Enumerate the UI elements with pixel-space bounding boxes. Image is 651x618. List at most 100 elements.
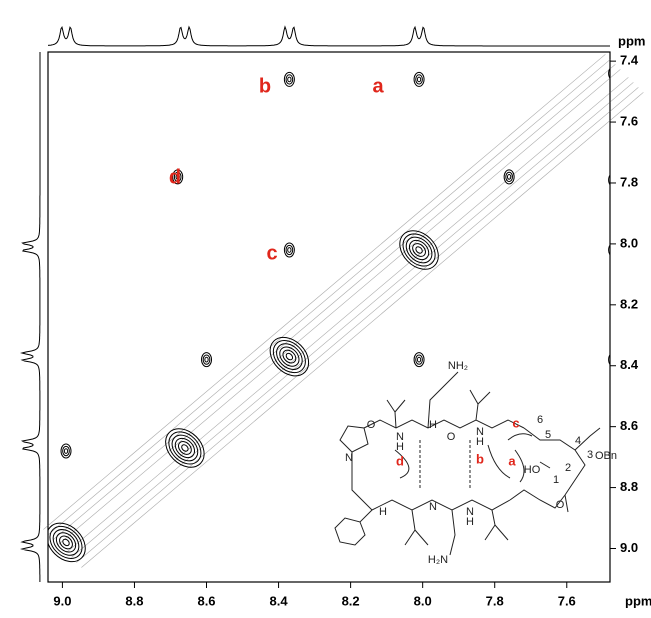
structure-label: N <box>466 506 474 518</box>
cross-peak <box>172 169 184 185</box>
cross-peak <box>165 428 205 468</box>
contour <box>63 448 69 454</box>
contour <box>285 74 294 85</box>
contour <box>272 340 306 374</box>
peaks <box>48 67 615 563</box>
contour <box>399 230 439 270</box>
top-projection <box>47 25 610 47</box>
contour <box>175 174 180 180</box>
structure-label: N <box>429 501 437 513</box>
contour <box>402 233 436 267</box>
structure-label: OBn <box>595 450 617 462</box>
contour <box>171 434 199 462</box>
x-tick-label: 8.6 <box>197 593 215 608</box>
y-tick-label: 7.4 <box>620 53 639 68</box>
y-tick-label: 8.0 <box>620 235 638 250</box>
contour <box>204 356 209 363</box>
x-tick-label: 7.6 <box>558 593 576 608</box>
diagonal-ridge <box>48 59 639 563</box>
structure-label: O <box>367 419 376 431</box>
cross-peak <box>608 353 615 366</box>
structure-label: N <box>345 452 353 464</box>
contour <box>416 76 422 83</box>
contour <box>177 441 192 455</box>
side-chain <box>386 399 406 429</box>
structure-label: O <box>556 499 565 511</box>
contour <box>609 248 610 252</box>
contour <box>285 352 294 361</box>
contour <box>412 243 426 257</box>
cross-peak <box>608 174 615 186</box>
contour <box>55 532 77 553</box>
contour <box>413 352 425 368</box>
side-chain <box>427 371 459 429</box>
contour <box>612 178 615 183</box>
contour <box>506 174 512 180</box>
contour <box>283 242 295 258</box>
ring <box>539 427 601 513</box>
contour <box>608 244 610 256</box>
phenyl <box>334 509 373 546</box>
contour <box>608 174 610 186</box>
contour <box>174 437 196 459</box>
cross-peak <box>608 244 610 256</box>
contour <box>60 443 72 459</box>
contour <box>285 244 294 256</box>
structure-label: d <box>396 453 404 468</box>
structure-label: NH₂ <box>448 360 468 372</box>
contour <box>49 525 83 559</box>
cross-peak <box>608 67 610 79</box>
structure-label: 1 <box>553 474 559 486</box>
y-tick-label: 8.8 <box>620 479 638 494</box>
contour <box>287 76 292 83</box>
structure-label: 4 <box>575 435 581 447</box>
ring <box>509 427 586 509</box>
side-chain <box>449 509 456 556</box>
peak-annotation: a <box>372 75 384 97</box>
peak-annotation: c <box>266 242 277 264</box>
contour <box>282 349 297 364</box>
left-projection <box>20 52 41 582</box>
contour <box>608 353 610 366</box>
y-tick-label: 9.0 <box>620 540 638 555</box>
x-tick-label: 8.0 <box>414 593 432 608</box>
structure-label: O <box>447 431 456 443</box>
contour <box>408 239 430 261</box>
contour <box>413 71 425 87</box>
contour <box>173 171 182 183</box>
cross-peak <box>60 443 72 459</box>
diagonal-ridge <box>43 54 644 568</box>
contour <box>415 354 423 365</box>
cross-peak <box>48 522 86 563</box>
y-axis-label: ppm <box>618 33 645 48</box>
structure-label: H <box>396 441 404 453</box>
y-tick-label: 7.8 <box>620 174 638 189</box>
contour <box>609 357 610 362</box>
x-tick-label: 8.4 <box>270 593 289 608</box>
h-bond <box>419 440 471 490</box>
contour <box>202 354 211 365</box>
structure-label: H <box>429 419 437 431</box>
x-tick-label: 8.8 <box>125 593 143 608</box>
cross-peak <box>283 242 295 258</box>
ring <box>339 425 369 453</box>
contour <box>62 445 70 457</box>
structure-label: H <box>466 516 474 528</box>
contour <box>505 171 513 183</box>
y-tick-label: 8.2 <box>620 296 638 311</box>
cross-peak <box>201 352 213 368</box>
contour <box>405 236 433 264</box>
contour <box>415 74 423 85</box>
structure-label: H <box>379 506 387 518</box>
structure-label: 5 <box>545 429 551 441</box>
peak-annotation: b <box>259 75 271 97</box>
contour <box>608 67 610 79</box>
contour <box>612 357 615 362</box>
diagonal-ridge <box>58 69 629 553</box>
structure-label: H <box>476 436 484 448</box>
y-tick-label: 8.6 <box>620 418 638 433</box>
structure-drawing <box>334 371 601 556</box>
structure-label: HO <box>524 464 541 476</box>
x-tick-label: 8.2 <box>342 593 360 608</box>
